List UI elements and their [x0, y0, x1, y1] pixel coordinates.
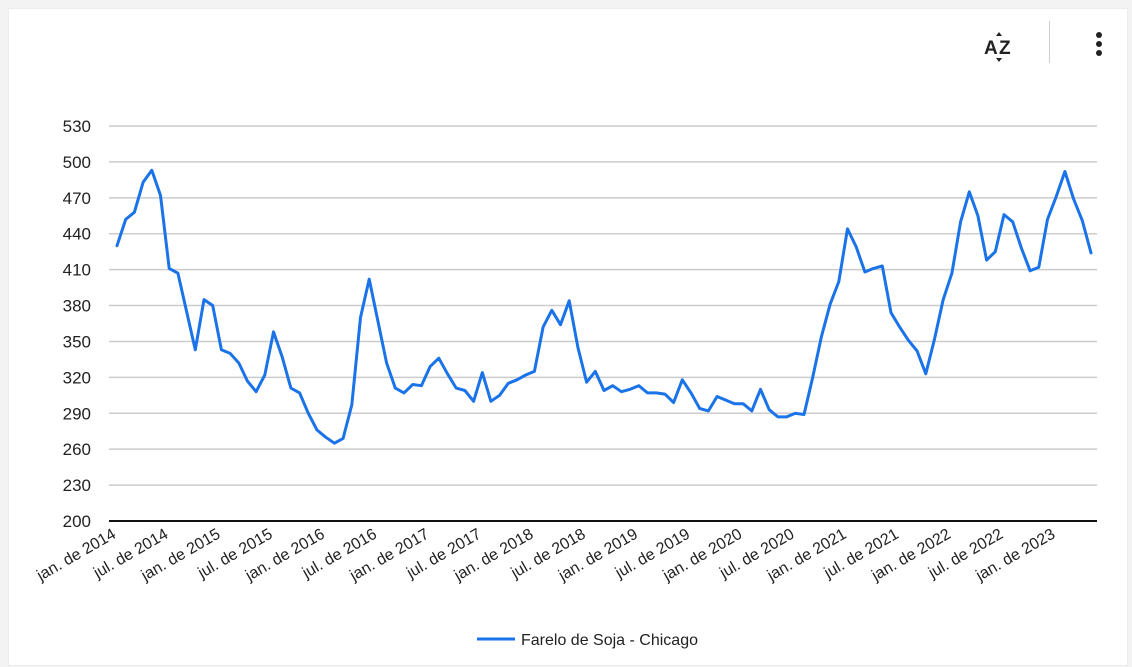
y-tick-label: 350 [63, 332, 91, 351]
more-vertical-icon[interactable] [1087, 27, 1111, 67]
y-tick-label: 200 [63, 512, 91, 531]
y-axis-ticks: 200 230 260 290 320 350 380 410 440 470 500 530 [63, 117, 91, 531]
y-tick-label: 440 [63, 225, 91, 244]
y-tick-label: 230 [63, 476, 91, 495]
series-line-farelo-de-soja [115, 168, 1093, 445]
y-tick-label: 530 [63, 117, 91, 136]
svg-text:A: A [984, 38, 998, 59]
line-chart: 200 230 260 290 320 350 380 410 440 470 500 530 jan… [33, 117, 1097, 649]
svg-text:Z: Z [999, 38, 1011, 59]
legend: Farelo de Soja - Chicago [477, 632, 698, 649]
y-tick-label: 320 [63, 368, 91, 387]
az-sort-icon[interactable]: A Z [981, 27, 1021, 67]
more-dots-glyph [1096, 32, 1102, 56]
y-tick-label: 500 [63, 153, 91, 172]
y-tick-label: 290 [63, 404, 91, 423]
chart-card: A Z 200 230 260 290 320 350 380 410 440 470 500 530… [8, 8, 1128, 666]
y-tick-label: 410 [63, 261, 91, 280]
y-tick-label: 260 [63, 440, 91, 459]
toolbar-divider [1049, 21, 1050, 63]
y-tick-label: 470 [63, 189, 91, 208]
grid-lines [109, 125, 1097, 486]
az-sort-glyph: A Z [984, 32, 1011, 62]
y-tick-label: 380 [63, 297, 91, 316]
legend-label: Farelo de Soja - Chicago [521, 632, 698, 649]
